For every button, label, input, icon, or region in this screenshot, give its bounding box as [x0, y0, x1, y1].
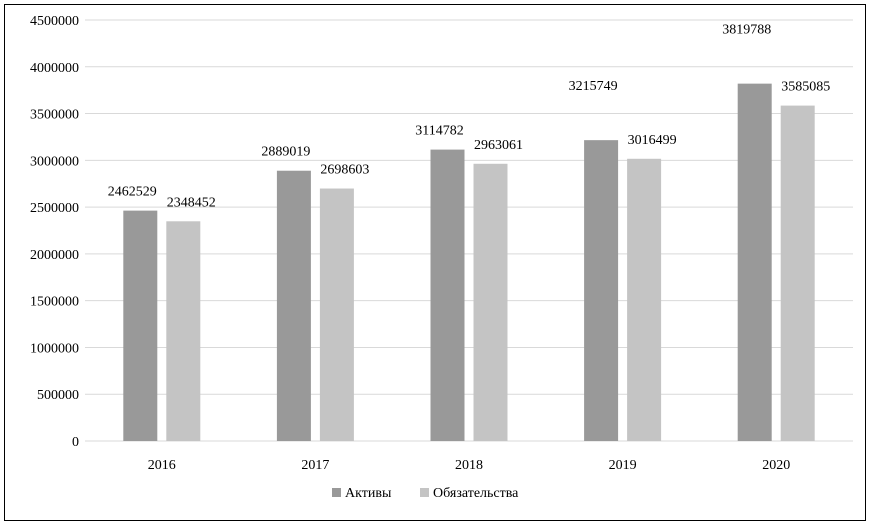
bar-liabilities-2017	[319, 188, 354, 441]
bar-assets-2018	[430, 149, 465, 441]
legend-swatch	[420, 488, 429, 497]
y-tick-label: 0	[72, 435, 79, 450]
y-tick-label: 1500000	[30, 295, 79, 310]
x-tick-label: 2019	[609, 458, 637, 473]
gridlines	[85, 19, 853, 442]
bar-liabilities-2018	[473, 163, 508, 441]
data-label: 2462529	[108, 185, 157, 200]
legend: Активы Обязательства	[332, 486, 519, 501]
data-label: 2698603	[320, 163, 369, 178]
x-tick-label: 2017	[301, 458, 329, 473]
bar-chart: 0 500000 1000000 1500000 2000000 2500000 30000…	[30, 14, 853, 501]
x-tick-label: 2016	[148, 458, 176, 473]
bar-liabilities-2016	[166, 221, 201, 441]
y-tick-label: 500000	[37, 388, 79, 403]
bar-assets-2020	[737, 83, 772, 442]
y-tick-label: 3500000	[30, 108, 79, 123]
data-label: 2348452	[167, 195, 216, 210]
legend-swatch	[332, 488, 341, 497]
y-tick-label: 3000000	[30, 154, 79, 169]
y-tick-label: 4500000	[30, 14, 79, 29]
bar-liabilities-2020	[780, 105, 815, 441]
x-axis-ticks: 2016 2017 2018 2019 2020	[148, 458, 790, 473]
y-tick-label: 1000000	[30, 341, 79, 356]
data-label: 3215749	[569, 79, 618, 94]
data-label: 3114782	[415, 124, 463, 139]
bar-liabilities-2019	[627, 158, 662, 441]
data-labels: 2462529 2348452 2889019 2698603 3114782 29630…	[108, 23, 830, 211]
y-axis-ticks: 0 500000 1000000 1500000 2000000 2500000 30000…	[30, 14, 79, 450]
x-tick-label: 2018	[455, 458, 483, 473]
data-label: 3016499	[628, 133, 677, 148]
y-tick-label: 4000000	[30, 61, 79, 76]
data-label: 3585085	[781, 80, 830, 95]
y-tick-label: 2000000	[30, 248, 79, 263]
bar-assets-2019	[584, 140, 619, 442]
x-tick-label: 2020	[762, 458, 790, 473]
legend-label: Обязательства	[433, 486, 519, 501]
chart-frame: 0 500000 1000000 1500000 2000000 2500000 30000…	[4, 4, 866, 521]
bar-assets-2016	[123, 210, 158, 441]
data-label: 2889019	[261, 145, 310, 160]
y-tick-label: 2500000	[30, 201, 79, 216]
legend-label: Активы	[345, 486, 392, 501]
data-label: 3819788	[722, 23, 771, 38]
bars	[123, 83, 815, 442]
bar-assets-2017	[276, 170, 311, 441]
data-label: 2963061	[474, 138, 523, 153]
